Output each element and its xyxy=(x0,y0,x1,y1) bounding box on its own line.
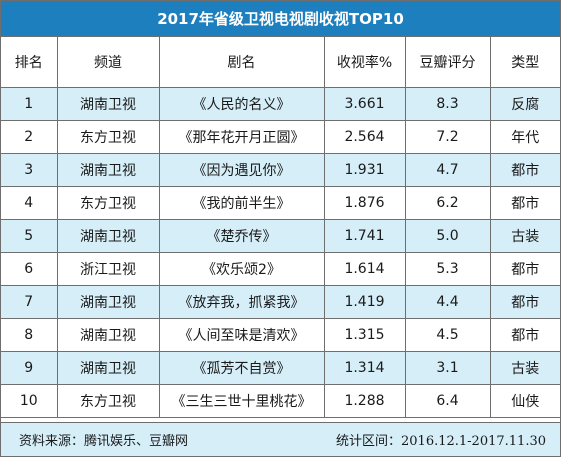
cell-drama-title: 《因为遇见你》 xyxy=(158,153,325,187)
cell-douban-score: 6.2 xyxy=(404,186,491,220)
cell-rank: 2 xyxy=(1,120,58,154)
cell-douban-score: 5.0 xyxy=(404,219,491,253)
cell-genre: 都市 xyxy=(489,153,560,187)
cell-rating: 1.741 xyxy=(323,219,406,253)
header-douban-score: 豆瓣评分 xyxy=(404,37,491,88)
cell-rating: 1.288 xyxy=(323,384,406,418)
cell-rating: 1.614 xyxy=(323,252,406,286)
cell-drama-title: 《人间至味是清欢》 xyxy=(158,318,325,352)
cell-channel: 湖南卫视 xyxy=(56,318,160,352)
table-row: 2 东方卫视 《那年花开月正圆》 2.564 7.2 年代 xyxy=(1,120,560,154)
cell-drama-title: 《我的前半生》 xyxy=(158,186,325,220)
cell-genre: 古装 xyxy=(489,351,560,385)
source-note: 资料来源：腾讯娱乐、豆瓣网 xyxy=(19,434,189,449)
cell-channel: 东方卫视 xyxy=(56,120,160,154)
cell-rank: 9 xyxy=(1,351,58,385)
cell-genre: 反腐 xyxy=(489,87,560,121)
cell-rank: 5 xyxy=(1,219,58,253)
table-row: 5 湖南卫视 《楚乔传》 1.741 5.0 古装 xyxy=(1,219,560,253)
cell-genre: 古装 xyxy=(489,219,560,253)
cell-channel: 东方卫视 xyxy=(56,384,160,418)
cell-drama-title: 《人民的名义》 xyxy=(158,87,325,121)
cell-drama-title: 《楚乔传》 xyxy=(158,219,325,253)
table-footer: 资料来源：腾讯娱乐、豆瓣网 统计区间：2016.12.1-2017.11.30 xyxy=(1,422,560,456)
cell-genre: 年代 xyxy=(489,120,560,154)
cell-rank: 1 xyxy=(1,87,58,121)
table-row: 1 湖南卫视 《人民的名义》 3.661 8.3 反腐 xyxy=(1,87,560,121)
table-row: 9 湖南卫视 《孤芳不自赏》 1.314 3.1 古装 xyxy=(1,351,560,385)
cell-drama-title: 《三生三世十里桃花》 xyxy=(158,384,325,418)
cell-genre: 仙侠 xyxy=(489,384,560,418)
cell-genre: 都市 xyxy=(489,318,560,352)
cell-douban-score: 3.1 xyxy=(404,351,491,385)
cell-rank: 7 xyxy=(1,285,58,319)
table-row: 10 东方卫视 《三生三世十里桃花》 1.288 6.4 仙侠 xyxy=(1,384,560,418)
ratings-table: 排名 频道 剧名 收视率% 豆瓣评分 类型 1 湖南卫视 《人民的名义》 3.661 8… xyxy=(1,37,560,418)
cell-rank: 10 xyxy=(1,384,58,418)
cell-rating: 1.931 xyxy=(323,153,406,187)
header-drama-title: 剧名 xyxy=(158,37,325,88)
cell-channel: 湖南卫视 xyxy=(56,285,160,319)
cell-douban-score: 4.5 xyxy=(404,318,491,352)
header-row: 排名 频道 剧名 收视率% 豆瓣评分 类型 xyxy=(1,37,560,88)
cell-douban-score: 7.2 xyxy=(404,120,491,154)
cell-rating: 2.564 xyxy=(323,120,406,154)
cell-genre: 都市 xyxy=(489,252,560,286)
cell-drama-title: 《那年花开月正圆》 xyxy=(158,120,325,154)
period-note: 统计区间：2016.12.1-2017.11.30 xyxy=(336,434,546,449)
cell-genre: 都市 xyxy=(489,186,560,220)
cell-channel: 湖南卫视 xyxy=(56,351,160,385)
cell-rank: 3 xyxy=(1,153,58,187)
cell-douban-score: 5.3 xyxy=(404,252,491,286)
cell-rating: 3.661 xyxy=(323,87,406,121)
cell-douban-score: 8.3 xyxy=(404,87,491,121)
table-row: 7 湖南卫视 《放弃我，抓紧我》 1.419 4.4 都市 xyxy=(1,285,560,319)
cell-rating: 1.314 xyxy=(323,351,406,385)
cell-rating: 1.419 xyxy=(323,285,406,319)
cell-douban-score: 6.4 xyxy=(404,384,491,418)
cell-rank: 6 xyxy=(1,252,58,286)
cell-channel: 湖南卫视 xyxy=(56,87,160,121)
cell-drama-title: 《欢乐颂2》 xyxy=(158,252,325,286)
header-channel: 频道 xyxy=(56,37,160,88)
header-rating: 收视率% xyxy=(323,37,406,88)
table-row: 4 东方卫视 《我的前半生》 1.876 6.2 都市 xyxy=(1,186,560,220)
cell-douban-score: 4.4 xyxy=(404,285,491,319)
cell-rating: 1.315 xyxy=(323,318,406,352)
cell-channel: 浙江卫视 xyxy=(56,252,160,286)
table-title: 2017年省级卫视电视剧收视TOP10 xyxy=(1,1,560,37)
header-rank: 排名 xyxy=(1,37,58,88)
cell-channel: 东方卫视 xyxy=(56,186,160,220)
cell-drama-title: 《孤芳不自赏》 xyxy=(158,351,325,385)
table-body: 1 湖南卫视 《人民的名义》 3.661 8.3 反腐 2 东方卫视 《那年花开月正圆》 2.56… xyxy=(1,87,560,418)
header-genre: 类型 xyxy=(489,37,560,88)
cell-rank: 4 xyxy=(1,186,58,220)
cell-drama-title: 《放弃我，抓紧我》 xyxy=(158,285,325,319)
cell-douban-score: 4.7 xyxy=(404,153,491,187)
cell-rating: 1.876 xyxy=(323,186,406,220)
cell-genre: 都市 xyxy=(489,285,560,319)
cell-rank: 8 xyxy=(1,318,58,352)
table-row: 6 浙江卫视 《欢乐颂2》 1.614 5.3 都市 xyxy=(1,252,560,286)
cell-channel: 湖南卫视 xyxy=(56,219,160,253)
table-row: 3 湖南卫视 《因为遇见你》 1.931 4.7 都市 xyxy=(1,153,560,187)
table-row: 8 湖南卫视 《人间至味是清欢》 1.315 4.5 都市 xyxy=(1,318,560,352)
cell-channel: 湖南卫视 xyxy=(56,153,160,187)
